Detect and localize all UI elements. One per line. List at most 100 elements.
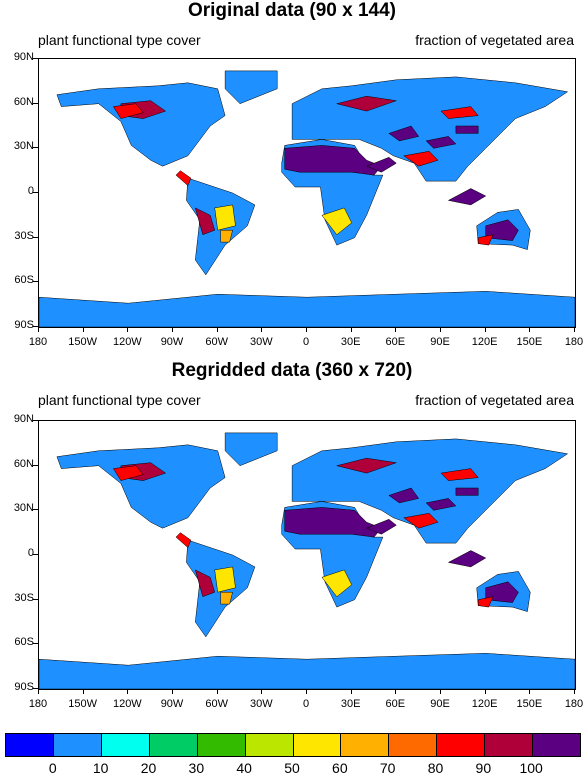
lon-tick: [484, 327, 486, 332]
lat-tick: [33, 464, 38, 466]
map-region: [485, 219, 519, 241]
lon-label: 120W: [112, 698, 142, 710]
colorbar-swatch: [197, 734, 246, 756]
lon-tick: [127, 689, 129, 694]
colorbar-swatch: [533, 734, 581, 756]
lon-label: 60W: [205, 698, 228, 710]
lon-label: 180: [564, 698, 584, 710]
map-region: [321, 207, 353, 236]
lon-label: 30E: [340, 336, 361, 348]
colorbar: [5, 733, 581, 757]
map-region: [194, 569, 216, 598]
lat-tick: [33, 554, 38, 555]
lon-label: 180: [564, 336, 584, 348]
lon-label: 60W: [205, 336, 228, 348]
map-region: [224, 432, 278, 466]
panel2-left-subtitle: plant functional type cover: [38, 392, 201, 408]
colorbar-swatch: [341, 734, 390, 756]
colorbar-label: 100: [519, 760, 543, 776]
lon-tick: [484, 689, 486, 694]
map-region: [175, 532, 192, 549]
colorbar-label: 30: [188, 760, 205, 776]
lon-tick: [306, 327, 307, 332]
lon-label: 60E: [385, 698, 406, 710]
lat-label: 60S: [14, 274, 34, 287]
map-region: [403, 151, 439, 167]
lon-tick: [38, 327, 39, 332]
panel1-map: [38, 58, 576, 328]
lon-label: 150W: [68, 698, 98, 710]
map-region: [56, 444, 226, 529]
map-region: [220, 229, 233, 243]
lat-tick: [33, 643, 38, 645]
map-region: [440, 468, 479, 481]
colorbar-label: 50: [284, 760, 300, 776]
lon-tick: [216, 689, 218, 694]
lat-label: 30S: [14, 229, 34, 242]
lon-label: 120W: [112, 336, 142, 348]
panel1-title: Original data (90 x 144): [187, 0, 397, 21]
lon-label: 180: [28, 336, 48, 348]
colorbar-label: 20: [140, 760, 157, 776]
lon-tick: [261, 327, 263, 332]
lon-label: 150E: [516, 698, 543, 710]
colorbar-swatch: [293, 734, 342, 756]
lat-tick: [33, 509, 38, 511]
lat-label: 30N: [13, 502, 34, 515]
lat-tick: [33, 326, 38, 327]
lon-tick: [395, 689, 397, 694]
lon-tick: [82, 689, 84, 694]
lon-label: 90E: [430, 336, 450, 348]
colorbar-label: 10: [92, 760, 109, 776]
lon-tick: [127, 327, 129, 332]
lon-tick: [574, 689, 575, 694]
map-region: [56, 82, 226, 167]
panel2-right-subtitle: fraction of vegetated area: [415, 392, 574, 408]
lat-label: 60S: [14, 636, 34, 649]
lon-tick: [440, 689, 441, 694]
lon-tick: [529, 327, 531, 332]
lat-label: 60N: [13, 95, 34, 108]
lon-tick: [574, 327, 575, 332]
map-region: [214, 204, 236, 231]
lon-label: 150E: [516, 336, 543, 348]
map-region: [425, 498, 457, 511]
map-region: [194, 207, 216, 236]
map-region: [39, 291, 575, 327]
lat-tick: [33, 58, 38, 59]
lon-label: 30W: [250, 698, 273, 710]
lat-tick: [33, 192, 38, 193]
lon-label: 180: [28, 698, 48, 710]
lon-label: 120E: [471, 336, 498, 348]
map-region: [112, 465, 144, 481]
colorbar-swatch: [245, 734, 294, 756]
lat-tick: [33, 420, 38, 421]
lon-label: 0: [302, 698, 310, 710]
panel2-map: [38, 420, 576, 690]
panel2-title: Regridded data (360 x 720): [171, 360, 413, 381]
map-region: [455, 125, 479, 134]
map-region: [388, 487, 420, 504]
map-region: [39, 653, 575, 689]
map-region: [214, 566, 236, 593]
colorbar-swatch: [437, 734, 486, 756]
lat-label: 30N: [13, 140, 34, 153]
colorbar-swatch: [101, 734, 150, 756]
colorbar-swatch: [53, 734, 102, 756]
map-region: [477, 234, 494, 246]
lon-tick: [440, 327, 441, 332]
lat-label: 90N: [13, 51, 34, 63]
map-region: [447, 188, 487, 206]
lon-tick: [172, 689, 173, 694]
lon-label: 150W: [68, 336, 98, 348]
lon-tick: [350, 327, 352, 332]
lon-tick: [529, 689, 531, 694]
lat-tick: [33, 688, 38, 689]
lon-tick: [306, 689, 307, 694]
lat-label: 90N: [13, 413, 34, 425]
colorbar-label: 0: [48, 760, 57, 776]
map-region: [425, 136, 457, 149]
colorbar-swatch: [6, 734, 54, 756]
lat-label: 90S: [14, 681, 34, 693]
map-region: [447, 550, 487, 568]
